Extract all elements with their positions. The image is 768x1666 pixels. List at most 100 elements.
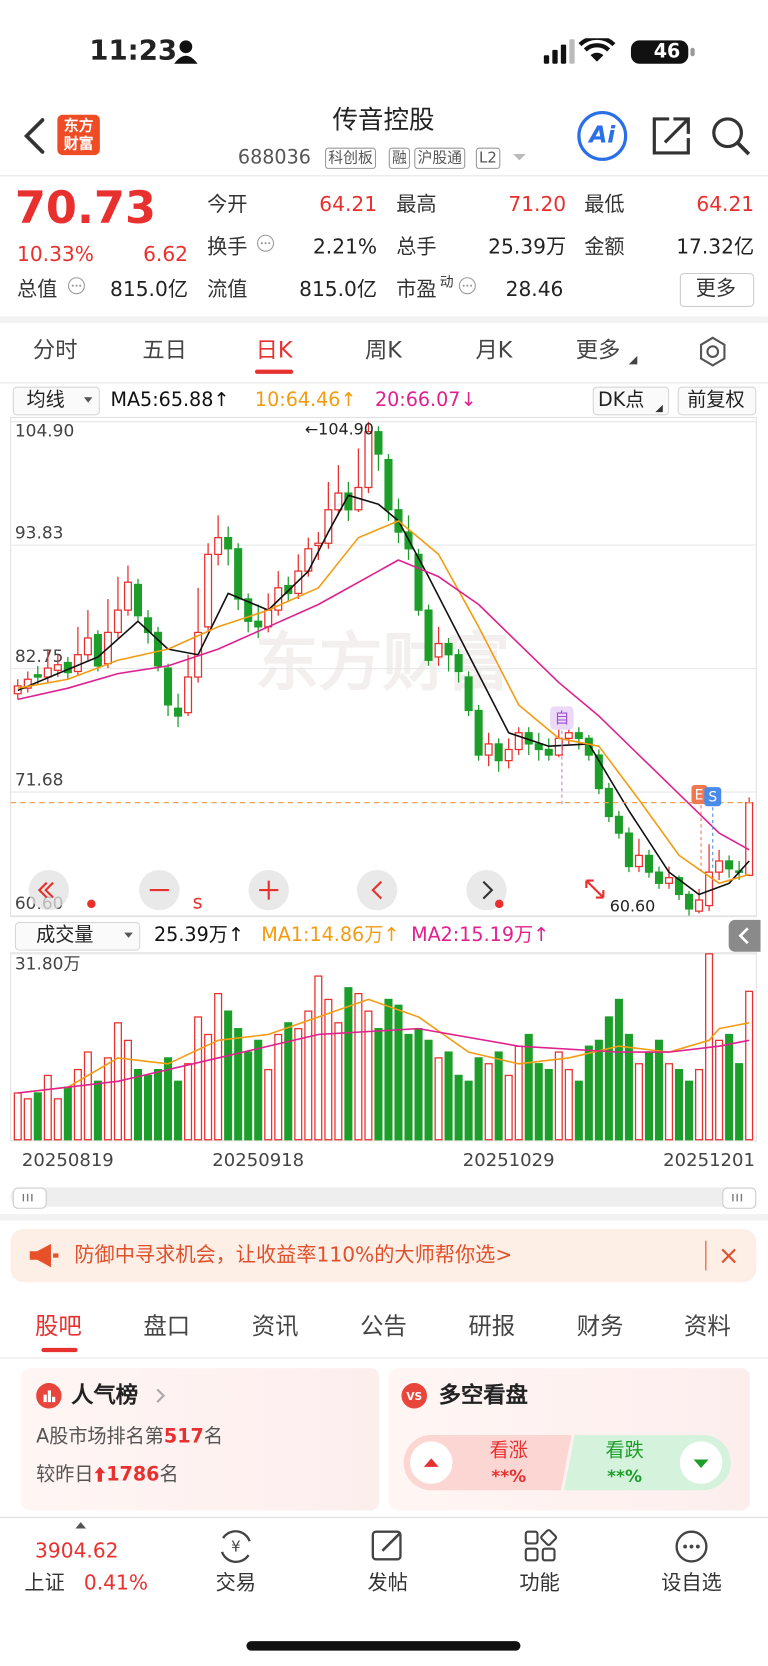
popularity-card[interactable] bbox=[21, 1368, 380, 1511]
bull-label[interactable]: 看涨 bbox=[489, 1439, 528, 1462]
vote-pill[interactable] bbox=[402, 1433, 733, 1492]
trade-icon[interactable]: ¥ bbox=[217, 1529, 255, 1565]
info-icon[interactable] bbox=[256, 234, 275, 253]
content-tab[interactable]: 公告 bbox=[360, 1313, 407, 1341]
y-tick-label: 93.83 bbox=[15, 523, 64, 543]
volume-bar bbox=[564, 1068, 573, 1141]
ai-button[interactable] bbox=[576, 109, 629, 162]
expand-icon bbox=[585, 879, 605, 899]
volume-bar bbox=[274, 1033, 283, 1141]
index-value[interactable]: 3904.62 bbox=[35, 1539, 119, 1564]
dk-button[interactable] bbox=[592, 386, 670, 416]
adjust-label[interactable]: 前复权 bbox=[687, 388, 745, 412]
section-gap bbox=[0, 316, 768, 323]
collapse-icon[interactable] bbox=[735, 926, 754, 945]
content-tab[interactable]: 盘口 bbox=[143, 1313, 191, 1341]
collapse-tab[interactable] bbox=[728, 919, 761, 952]
dropdown-icon bbox=[628, 355, 638, 365]
back-button[interactable] bbox=[21, 117, 49, 155]
bear-pct[interactable]: **% bbox=[607, 1465, 642, 1487]
ma-select[interactable] bbox=[12, 386, 100, 416]
period-tab[interactable]: 周K bbox=[364, 337, 402, 363]
candle-body bbox=[224, 537, 233, 550]
content-tab[interactable]: 财务 bbox=[576, 1313, 624, 1341]
more-button[interactable] bbox=[679, 272, 755, 307]
popularity-icon bbox=[36, 1382, 62, 1409]
volume-bar bbox=[745, 990, 754, 1141]
function-icon[interactable] bbox=[523, 1529, 559, 1565]
control-dot bbox=[494, 899, 504, 909]
indicator-label[interactable]: 成交量 bbox=[36, 924, 94, 947]
volume-bar bbox=[574, 1080, 583, 1141]
candle-body bbox=[374, 431, 383, 455]
index-pct[interactable]: 0.41% bbox=[83, 1571, 149, 1595]
candle-body bbox=[624, 832, 633, 868]
dropdown-icon[interactable] bbox=[512, 152, 527, 163]
candle-body bbox=[93, 634, 102, 667]
watchlist-icon[interactable] bbox=[673, 1529, 709, 1565]
volume-bar bbox=[514, 1045, 523, 1141]
bull-pct[interactable]: **% bbox=[491, 1465, 527, 1487]
candle-body bbox=[464, 676, 473, 712]
indicator-select[interactable] bbox=[14, 921, 141, 951]
content-tab-active[interactable]: 股吧 bbox=[35, 1313, 82, 1341]
info-icon[interactable] bbox=[67, 276, 86, 295]
volume-bar bbox=[83, 1051, 92, 1141]
volume-bar bbox=[705, 953, 714, 1141]
chart-control bbox=[466, 869, 507, 911]
settings-button[interactable] bbox=[697, 336, 729, 368]
logo-text: 东方 bbox=[63, 117, 94, 135]
info-icon[interactable] bbox=[458, 276, 477, 295]
rank-line: A股市场排名第517名 bbox=[36, 1427, 223, 1447]
volume-bar bbox=[264, 1068, 273, 1141]
period-tab[interactable]: 分时 bbox=[32, 337, 78, 363]
index-name[interactable]: 上证 bbox=[24, 1571, 65, 1595]
content-tab[interactable]: 资料 bbox=[684, 1313, 731, 1341]
tag: 融 bbox=[388, 147, 411, 169]
bear-label[interactable]: 看跌 bbox=[605, 1439, 644, 1462]
marker-text: E bbox=[695, 788, 704, 804]
volume-bar bbox=[304, 1010, 313, 1141]
volume-bar bbox=[374, 1028, 383, 1141]
status-icons bbox=[543, 38, 695, 64]
period-tab[interactable]: 更多 bbox=[575, 337, 621, 363]
nav-item[interactable]: 发帖 bbox=[367, 1571, 408, 1595]
scroll-handle[interactable] bbox=[722, 1187, 757, 1209]
period-tab[interactable]: 五日 bbox=[142, 337, 187, 363]
nav-item[interactable]: 交易 bbox=[215, 1571, 256, 1595]
post-icon[interactable] bbox=[370, 1529, 406, 1565]
share-button[interactable] bbox=[650, 115, 692, 157]
candle-body bbox=[174, 707, 183, 717]
ma-select-label[interactable]: 均线 bbox=[26, 388, 65, 412]
search-button[interactable] bbox=[710, 115, 752, 157]
nav-item[interactable]: 功能 bbox=[519, 1571, 560, 1595]
ad-banner[interactable] bbox=[10, 1228, 757, 1283]
content-tab[interactable]: 资讯 bbox=[251, 1313, 299, 1341]
candle-body bbox=[725, 860, 734, 870]
ai-label[interactable]: Ai bbox=[589, 122, 616, 149]
more-label[interactable]: 更多 bbox=[695, 276, 737, 301]
volume-bar bbox=[93, 1080, 102, 1141]
adjust-button[interactable] bbox=[677, 386, 757, 416]
ad-text[interactable]: 防御中寻求机会，让收益率110%的大师帮你选> bbox=[74, 1243, 513, 1267]
control-label: s bbox=[193, 890, 203, 913]
candle-body bbox=[204, 553, 213, 628]
period-tab-active[interactable]: 日K bbox=[255, 337, 293, 363]
x-tick-label: 20250819 bbox=[22, 1150, 114, 1171]
candle-body bbox=[264, 609, 273, 628]
dk-label[interactable]: DK点 bbox=[598, 388, 645, 412]
scroll-handle[interactable] bbox=[12, 1187, 47, 1209]
nav-item[interactable]: 设自选 bbox=[661, 1571, 722, 1595]
candle-body bbox=[584, 737, 593, 756]
content-tab[interactable]: 研报 bbox=[468, 1313, 516, 1341]
candle-body bbox=[384, 458, 393, 511]
volume-bar bbox=[364, 1010, 373, 1141]
control-icon bbox=[259, 880, 279, 900]
candle-body bbox=[564, 732, 573, 739]
period-tab[interactable]: 月K bbox=[475, 337, 513, 363]
ad-close[interactable]: × bbox=[717, 1240, 740, 1271]
divider bbox=[0, 382, 768, 384]
ma20-legend: 20:66.07↓ bbox=[374, 388, 477, 412]
scroll-track[interactable] bbox=[10, 1187, 757, 1207]
candle-body bbox=[324, 509, 333, 544]
